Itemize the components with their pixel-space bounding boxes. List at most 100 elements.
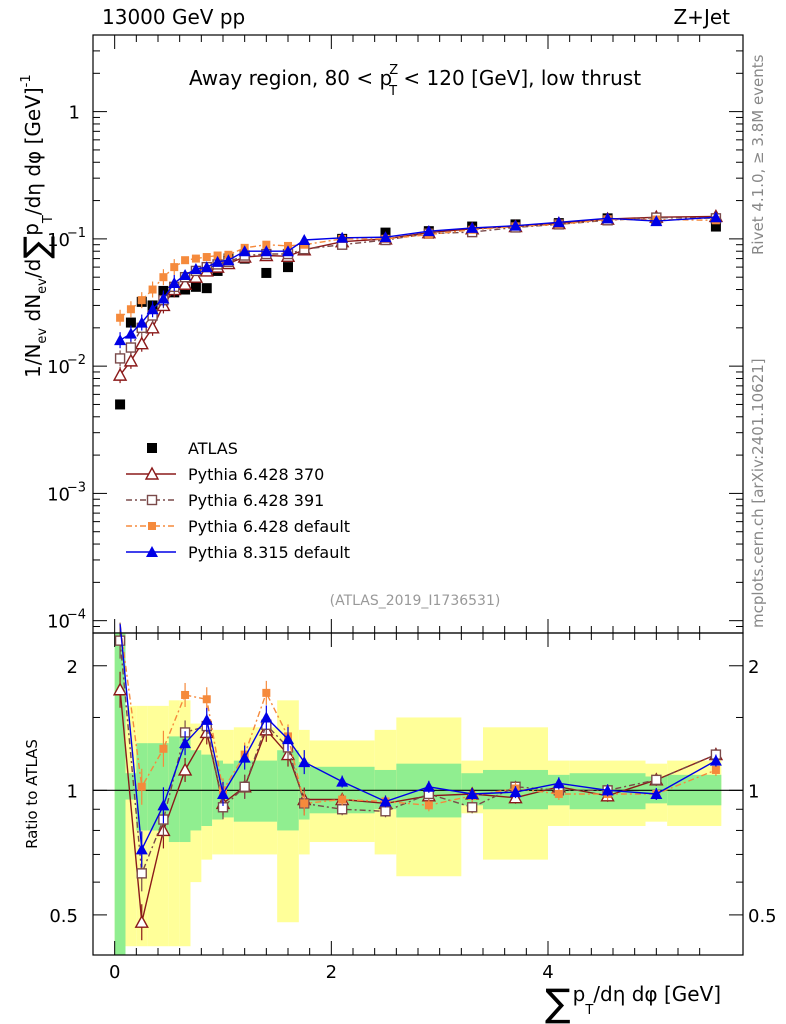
ylab-c: /d [21,259,45,278]
ratio-point-p391 [466,802,478,813]
uncertainty-band-inner [168,736,180,843]
data-point-p8def [146,303,159,315]
data-point-p8def [260,245,273,257]
main-y-label: 1/Nev dNev/d∑pT/dη dφ [GeV]-1 [17,74,57,378]
x-axis-label: ∑ pT/dη dφ [GeV] [545,981,721,1024]
ratio-y-tick-label-right: 1 [748,781,759,802]
ratio-point-p6def [711,765,720,774]
legend-label-p8def: Pythia 8.315 default [188,543,350,562]
main-title-sup: Z [389,63,398,78]
series-line-p370 [119,215,716,376]
data-point-atlas [125,317,136,328]
ratio-point-p6def [554,789,563,798]
uncertainty-band-inner [125,773,137,800]
ratio-y-tick-label: 1 [67,781,78,802]
data-point-p370 [177,276,193,290]
ratio-point-p8def [217,787,229,799]
data-point-p8def [466,221,479,233]
y-tick-label: 10−1 [47,226,86,251]
data-point-p6def [159,273,168,282]
data-point-p8def [709,211,722,223]
ratio-point-p8def [650,787,663,799]
data-point-p8def [379,231,392,243]
data-point-p391 [114,353,126,364]
ratio-point-p8def [135,843,148,855]
ratio-point-p6def [181,690,190,699]
ratio-point-p8def [466,787,479,799]
ratio-point-p391 [239,781,250,792]
data-point-p8def [200,261,213,273]
header-left: 13000 GeV pp [102,5,245,29]
legend-marker-atlas [147,443,157,453]
ratio-point-p6def [202,695,211,704]
data-point-p6def [116,313,125,322]
ylab-e-sup: -1 [19,74,34,87]
series-line-p391 [119,216,716,359]
y-tick-label: 10−3 [47,480,86,505]
ratio-point-p8def [601,784,614,796]
xlab-a-sub: T [584,1003,593,1018]
uncertainty-band-outer [125,705,137,947]
data-point-p8def [336,231,349,243]
ratio-point-p6def [338,795,347,804]
series-p8def [114,211,722,349]
legend-item-p6def: Pythia 6.428 default [126,517,350,536]
data-point-p391 [125,342,137,353]
data-point-atlas [261,267,272,278]
ratio-point-p8def [379,795,392,807]
data-point-p6def [213,251,222,260]
main-title-prefix: Away region, 80 < p [189,66,392,90]
y-tick-exponent: −4 [67,608,86,623]
ratio-point-p370 [177,762,193,776]
xlab-sigma: ∑ [545,981,571,1024]
data-point-p6def [126,305,135,314]
ratio-point-p6def [137,782,146,791]
ratio-point-p8def [282,733,294,745]
side-label-bottom: mcplots.cern.ch [arXiv:2401.10621] [749,358,767,628]
series-atlas [115,213,721,410]
data-point-p8def [157,292,170,304]
main-title-suffix: < 120 [GeV], low thrust [397,66,641,90]
ylab-a: 1/N [21,344,45,378]
data-point-p8def [168,277,181,289]
data-point-p8def [211,255,224,267]
data-point-p8def [601,212,614,224]
uncertainty-band-inner [114,633,126,955]
ratio-point-p6def [300,799,309,808]
ratio-point-p8def [179,737,192,749]
ratio-point-p6def [262,688,271,697]
ratio-series-p8def [119,624,722,868]
legend-label-atlas: ATLAS [188,439,238,458]
legend-label-p391: Pythia 6.428 391 [188,491,324,510]
ratio-point-p370 [134,914,149,928]
data-point-atlas [710,221,721,232]
ylab-sigma: ∑ [17,236,57,259]
ylab-b: dN [21,294,45,328]
xlab-b: /dη dφ [GeV] [593,982,721,1006]
y-tick-exponent: −3 [67,480,86,495]
data-point-p6def [191,254,200,263]
data-point-p8def [282,245,294,257]
y-tick-mantissa: 10 [47,230,70,251]
uncertainty-band-inner [255,760,278,822]
y-tick-mantissa: 10 [47,357,70,378]
ratio-y-tick-label: 0.5 [49,906,78,927]
legend-marker-p391 [146,494,158,506]
data-point-p6def [137,296,146,305]
legend-marker-p6def [148,522,156,530]
data-point-p6def [202,253,211,262]
xlab-a: p [573,982,586,1006]
ratio-y-label: Ratio to ATLAS [23,739,41,849]
y-tick-mantissa: 10 [47,612,70,633]
data-point-atlas [190,281,201,292]
data-point-atlas [283,262,293,273]
ratio-point-p8def [200,713,213,725]
data-point-p8def [179,269,192,281]
ylab-a-sub: ev [35,328,50,344]
ratio-point-p391 [136,868,147,879]
ratio-point-p370 [112,682,128,696]
y-tick-exponent: −2 [67,353,86,368]
main-title: Away region, 80 < pZ T < 120 [GeV], low t… [189,63,641,99]
legend-item-p370: Pythia 6.428 370 [126,465,324,484]
legend-item-atlas: ATLAS [147,439,238,458]
